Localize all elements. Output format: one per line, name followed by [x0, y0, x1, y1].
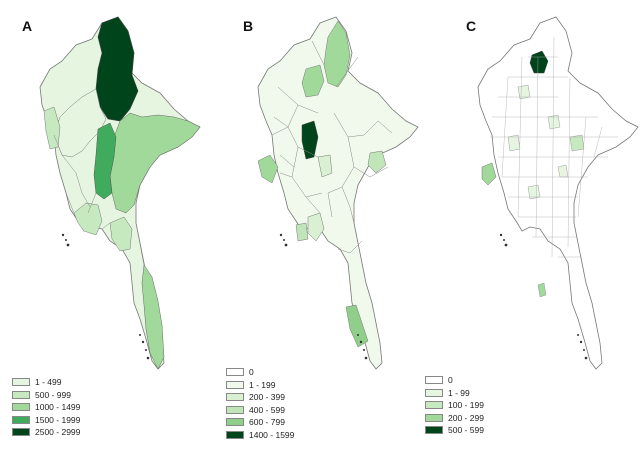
legend-row: 200 - 299: [425, 412, 484, 425]
map-a: [39, 16, 201, 370]
legend-row: 100 - 199: [425, 399, 484, 412]
township-west: [481, 162, 497, 186]
panel-c-label: C: [466, 18, 477, 34]
legend-row: 500 - 599: [425, 424, 484, 437]
township-south: [537, 282, 547, 298]
map-c-borders: [490, 36, 618, 258]
legend-label: 100 - 199: [448, 400, 484, 411]
legend-label: 1000 - 1499: [35, 402, 81, 413]
legend-label: 1400 - 1599: [249, 429, 295, 440]
township-b: [547, 114, 561, 130]
legend-label: 1 - 99: [448, 387, 470, 398]
legend-swatch: [226, 418, 244, 427]
legend-label: 200 - 299: [448, 412, 484, 423]
district-north: [323, 20, 351, 88]
legend-row: 0: [226, 366, 294, 379]
region-sagaing: [53, 88, 107, 158]
legend-row: 600 - 799: [226, 416, 294, 429]
legend-swatch: [425, 401, 443, 410]
panel-a-label: A: [22, 18, 33, 34]
region-kachin: [95, 16, 139, 122]
legend-swatch: [12, 390, 30, 399]
legend-label: 1 - 499: [35, 377, 62, 388]
legend-swatch: [425, 376, 443, 385]
legend-label: 0: [448, 375, 453, 386]
legend-swatch: [226, 430, 244, 439]
legend-swatch: [12, 378, 30, 387]
legend-label: 2500 - 2999: [35, 427, 81, 438]
district-south-west: [295, 222, 309, 242]
legend-row: 200 - 399: [226, 391, 294, 404]
legend-row: 1 - 199: [226, 379, 294, 392]
township-a: [507, 134, 521, 152]
region-mandalay: [93, 122, 117, 200]
district-east: [367, 150, 387, 174]
legend-label: 600 - 799: [249, 417, 285, 428]
legend-swatch: [12, 428, 30, 437]
township-e: [557, 164, 569, 178]
legend-label: 500 - 599: [448, 425, 484, 436]
legend-row: 1000 - 1499: [12, 401, 80, 414]
district-central: [317, 154, 333, 178]
legend-label: 400 - 599: [249, 404, 285, 415]
region-shan: [109, 112, 201, 214]
legend-swatch: [12, 415, 30, 424]
district-south-central: [307, 212, 325, 242]
legend-label: 200 - 399: [249, 392, 285, 403]
legend-row: 400 - 599: [226, 404, 294, 417]
legend-row: 1400 - 1599: [226, 429, 294, 442]
township-darkest: [529, 50, 549, 74]
legend-swatch: [425, 413, 443, 422]
panel-b-label: B: [243, 18, 254, 34]
legend-swatch: [226, 405, 244, 414]
district-west: [257, 154, 279, 184]
region-kayin: [109, 216, 133, 252]
legend-row: 1 - 499: [12, 376, 80, 389]
legend-row: 1 - 99: [425, 387, 484, 400]
legend-label: 1500 - 1999: [35, 414, 81, 425]
legend-row: 500 - 999: [12, 389, 80, 402]
region-tanintharyi: [141, 264, 165, 370]
legend-a: 1 - 499 500 - 999 1000 - 1499 1500 - 1999 25…: [12, 376, 80, 439]
map-c-outline: [477, 16, 639, 370]
district-darkest: [301, 120, 319, 160]
legend-label: 500 - 999: [35, 389, 71, 400]
legend-row: 1500 - 1999: [12, 414, 80, 427]
legend-swatch: [12, 403, 30, 412]
district-south: [345, 304, 369, 348]
map-c: [477, 16, 639, 370]
legend-swatch: [226, 393, 244, 402]
legend-swatch: [425, 426, 443, 435]
map-a-borders: [53, 134, 145, 266]
coastal-islands: [61, 233, 588, 360]
legend-row: 2500 - 2999: [12, 426, 80, 439]
legend-label: 0: [249, 367, 254, 378]
township-c: [569, 134, 585, 152]
map-b-borders: [271, 40, 393, 254]
legend-swatch: [226, 380, 244, 389]
legend-label: 1 - 199: [249, 379, 276, 390]
region-chin: [43, 106, 61, 150]
legend-swatch: [425, 388, 443, 397]
legend-swatch: [226, 368, 244, 377]
district-north-west: [301, 64, 325, 98]
legend-row: 0: [425, 374, 484, 387]
map-b: [257, 16, 419, 370]
